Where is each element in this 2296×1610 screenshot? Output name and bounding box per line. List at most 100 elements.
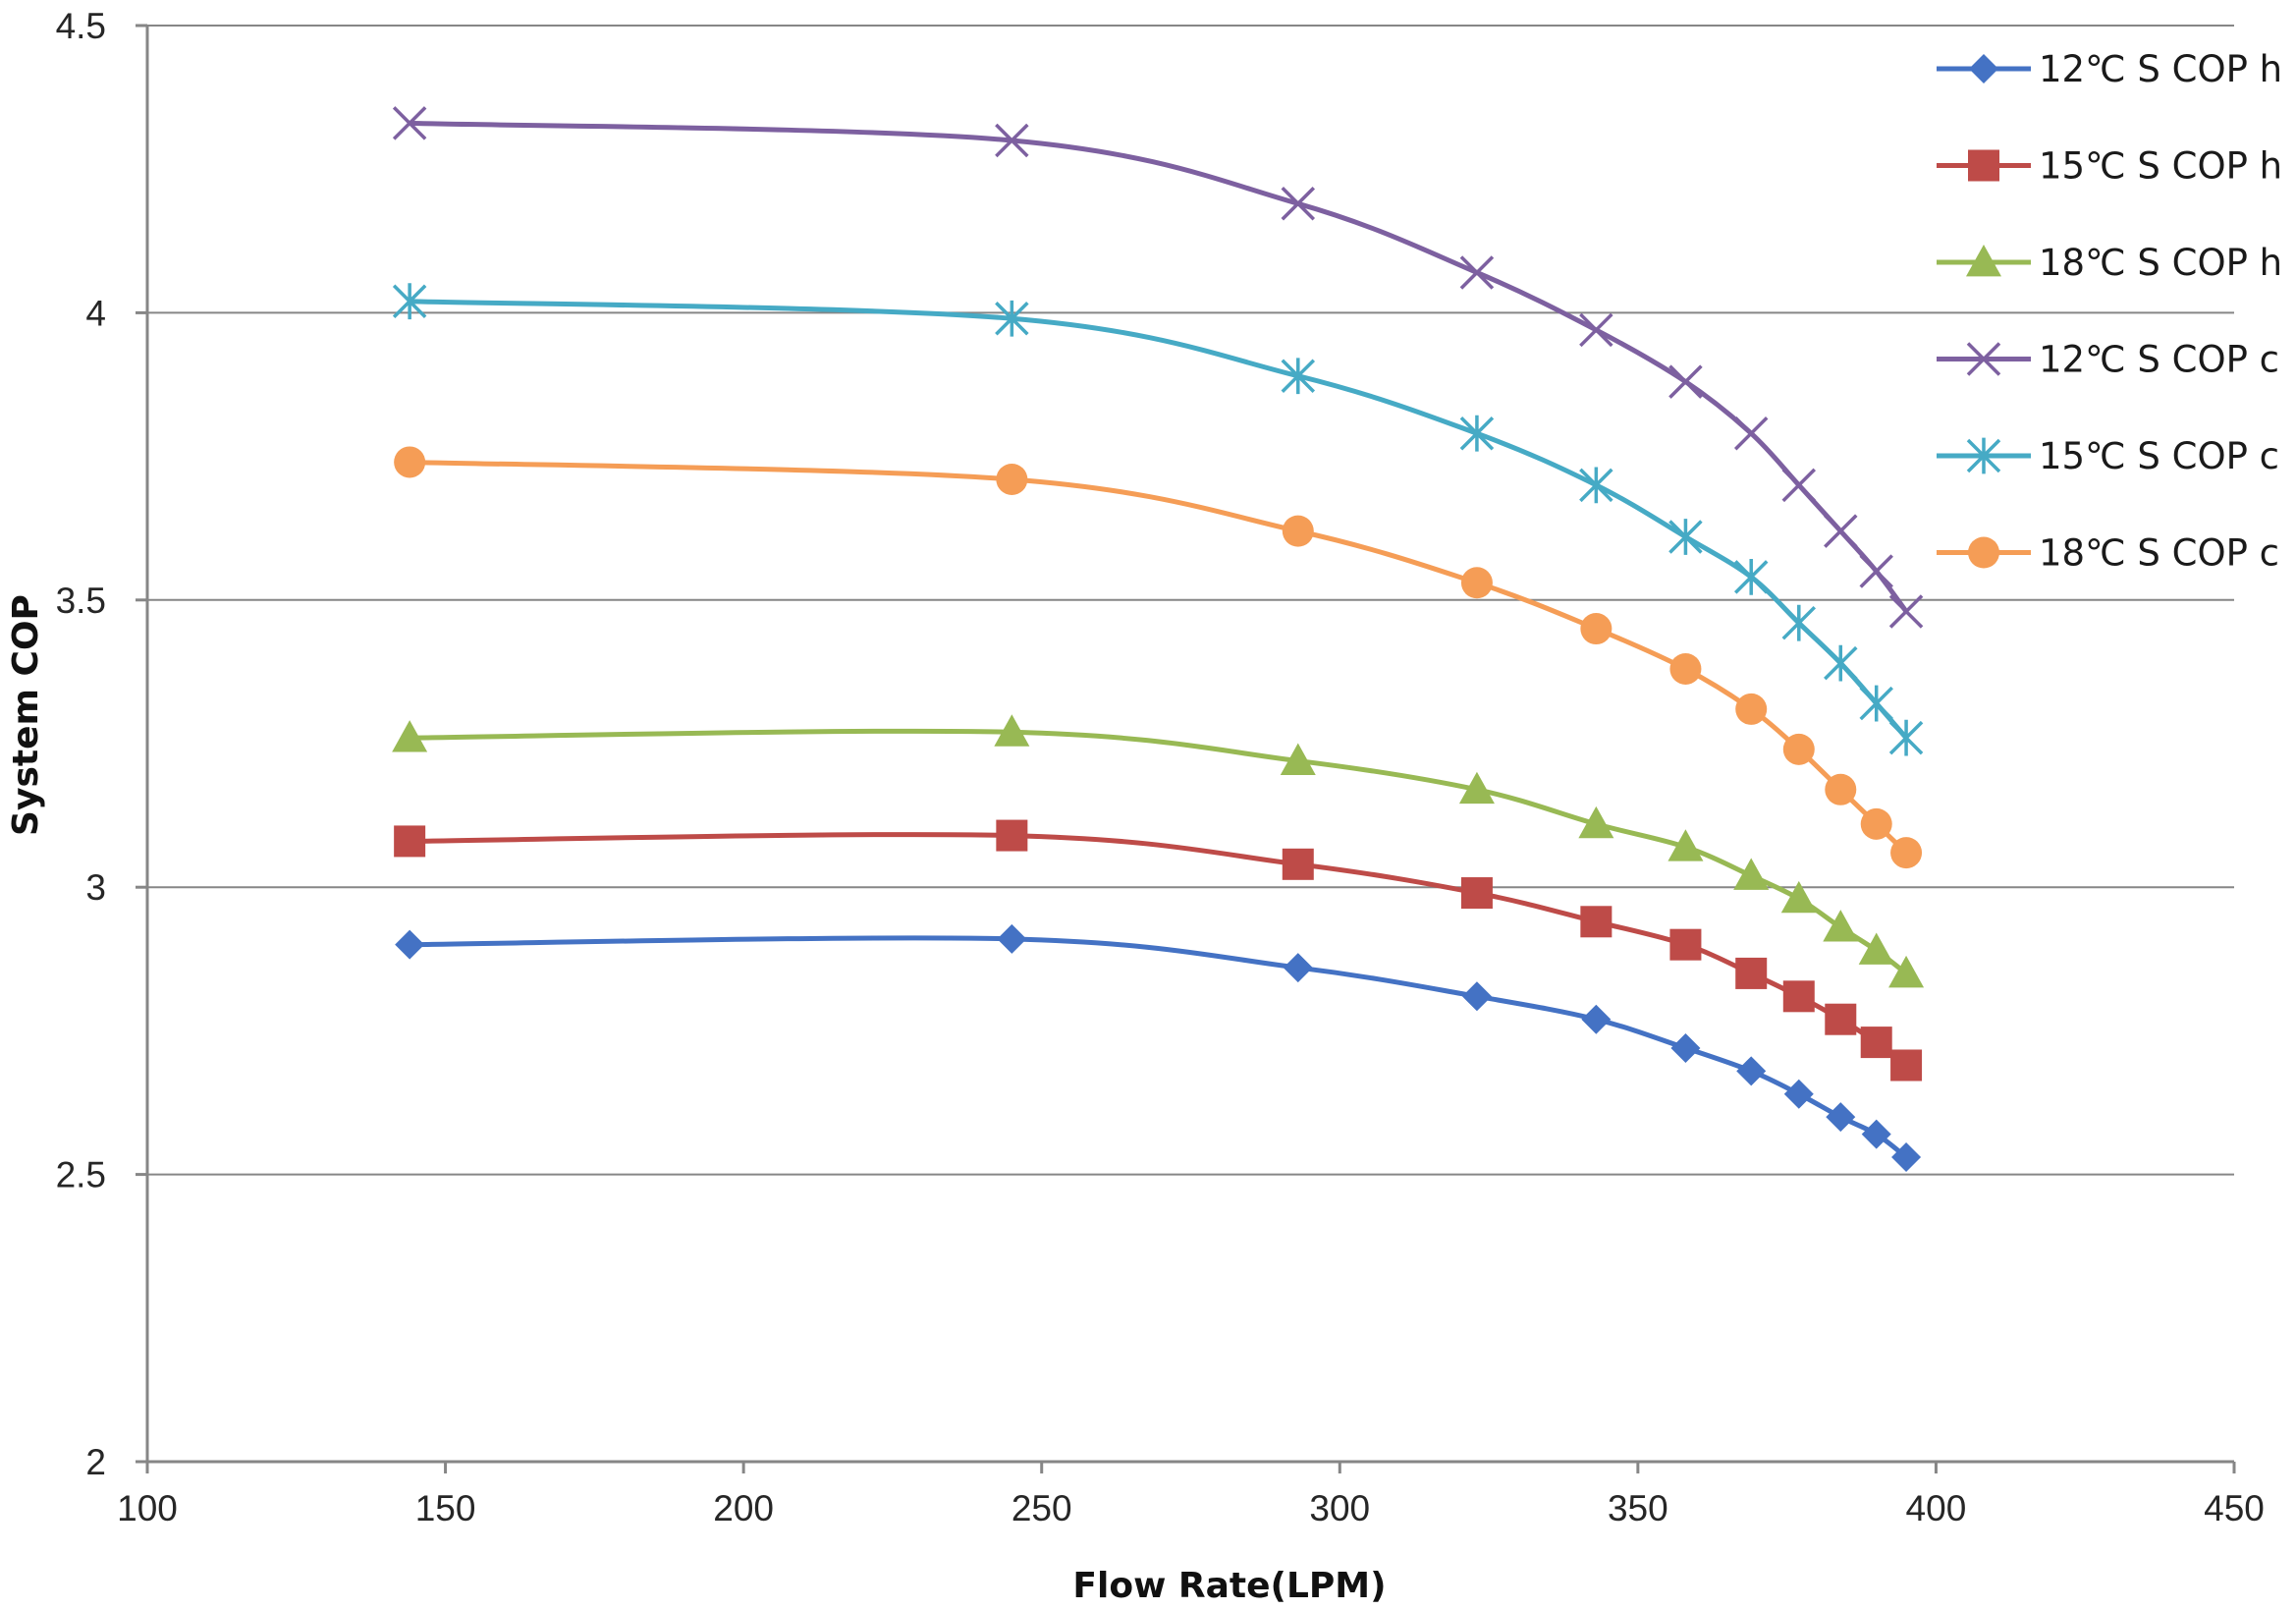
data-point	[1781, 468, 1817, 503]
axes	[145, 26, 2234, 1464]
data-point	[1459, 255, 1495, 290]
data-point	[1861, 1119, 1891, 1149]
data-point	[1458, 771, 1495, 805]
y-tick-label: 3.5	[56, 581, 106, 621]
legend-item: 12℃ S COP c	[1937, 339, 2279, 381]
y-axis-title: System COP	[6, 594, 46, 836]
x-axis-ticks: 100 150 200 250 300 350 400 450	[117, 1462, 2265, 1528]
series-line-5	[407, 459, 1909, 856]
legend-marker	[1966, 342, 2001, 376]
series-lines	[407, 120, 1909, 1160]
data-point	[1460, 877, 1493, 910]
data-point	[1580, 906, 1613, 938]
legend-marker	[1968, 149, 1999, 182]
x-tick-label: 200	[713, 1488, 774, 1528]
data-point	[997, 923, 1027, 954]
data-point	[1669, 652, 1702, 685]
data-point	[1783, 1079, 1814, 1109]
x-tick-label: 350	[1608, 1488, 1668, 1528]
data-point	[1859, 685, 1893, 722]
data-point	[1280, 743, 1316, 775]
data-point	[1860, 807, 1892, 840]
legend-label: 12℃ S COP c	[2039, 339, 2279, 381]
data-point	[1782, 980, 1815, 1013]
data-point	[1461, 981, 1492, 1012]
series-line-0	[407, 935, 1909, 1160]
data-point	[1860, 1027, 1892, 1059]
legend-marker	[1966, 245, 2001, 277]
data-point	[1668, 519, 1703, 555]
x-axis-title: Flow Rate(LPM)	[1072, 1566, 1386, 1606]
data-point	[1667, 829, 1704, 861]
data-point	[1460, 567, 1493, 599]
data-point	[395, 929, 425, 960]
x-tick-label: 400	[1906, 1488, 1967, 1528]
data-point	[1824, 514, 1858, 548]
data-point	[1735, 693, 1768, 725]
data-point	[1459, 415, 1495, 452]
data-point	[1580, 613, 1613, 645]
data-point	[392, 720, 428, 752]
data-point	[1733, 559, 1769, 595]
legend-marker	[1969, 54, 1998, 83]
legend: 12℃ S COP h 15℃ S COP h 18℃ S COP h 12℃ S C…	[1937, 48, 2282, 575]
data-point	[1670, 1032, 1701, 1063]
legend-label: 18℃ S COP h	[2039, 242, 2282, 284]
y-tick-label: 2	[85, 1442, 106, 1482]
data-point	[1733, 858, 1770, 890]
data-point	[994, 714, 1030, 747]
x-tick-label: 250	[1011, 1488, 1072, 1528]
y-tick-label: 3	[85, 867, 106, 908]
data-point	[1281, 187, 1316, 221]
gridlines	[147, 25, 2234, 1176]
y-tick-label: 2.5	[56, 1155, 106, 1195]
data-point	[1668, 364, 1703, 399]
data-point	[1578, 805, 1614, 839]
legend-label: 12℃ S COP h	[2039, 48, 2282, 90]
legend-item: 15℃ S COP h	[1937, 145, 2282, 188]
legend-item: 12℃ S COP h	[1937, 48, 2282, 90]
y-tick-label: 4	[85, 293, 106, 333]
data-point	[1283, 953, 1313, 983]
data-point	[1735, 957, 1768, 989]
data-point	[392, 106, 427, 140]
data-point	[1736, 1056, 1767, 1086]
data-point	[394, 825, 426, 858]
data-point	[1782, 733, 1815, 765]
legend-label: 15℃ S COP h	[2039, 145, 2282, 188]
y-axis-ticks: 2 2.5 3 3.5 4 4.5	[56, 6, 147, 1482]
data-point	[1669, 928, 1702, 961]
x-tick-label: 450	[2204, 1488, 2265, 1528]
data-point	[1581, 1004, 1612, 1034]
y-tick-label: 4.5	[56, 6, 106, 46]
data-point	[1888, 955, 1925, 988]
data-point	[1890, 1049, 1923, 1082]
data-point	[1888, 594, 1924, 629]
data-point	[1579, 467, 1613, 504]
data-point	[1858, 932, 1894, 965]
data-point	[1733, 416, 1769, 451]
data-point	[1824, 644, 1858, 682]
data-point	[1781, 604, 1817, 641]
data-point	[1780, 880, 1817, 914]
legend-label: 18℃ S COP c	[2039, 532, 2279, 575]
data-point	[1890, 837, 1923, 869]
x-tick-label: 300	[1309, 1488, 1370, 1528]
data-point	[996, 463, 1028, 495]
data-point	[392, 283, 427, 320]
data-point	[1281, 358, 1316, 395]
legend-item: 18℃ S COP c	[1937, 532, 2279, 575]
data-point	[1891, 1142, 1922, 1173]
data-point	[1825, 1003, 1857, 1035]
data-point	[995, 123, 1029, 158]
data-point	[995, 300, 1029, 337]
data-point	[996, 819, 1028, 852]
data-point	[1826, 1102, 1856, 1133]
data-point	[1823, 910, 1859, 942]
legend-marker	[1968, 536, 1999, 569]
x-tick-label: 100	[117, 1488, 178, 1528]
legend-label: 15℃ S COP c	[2039, 435, 2279, 477]
series-line-2	[407, 728, 1909, 976]
